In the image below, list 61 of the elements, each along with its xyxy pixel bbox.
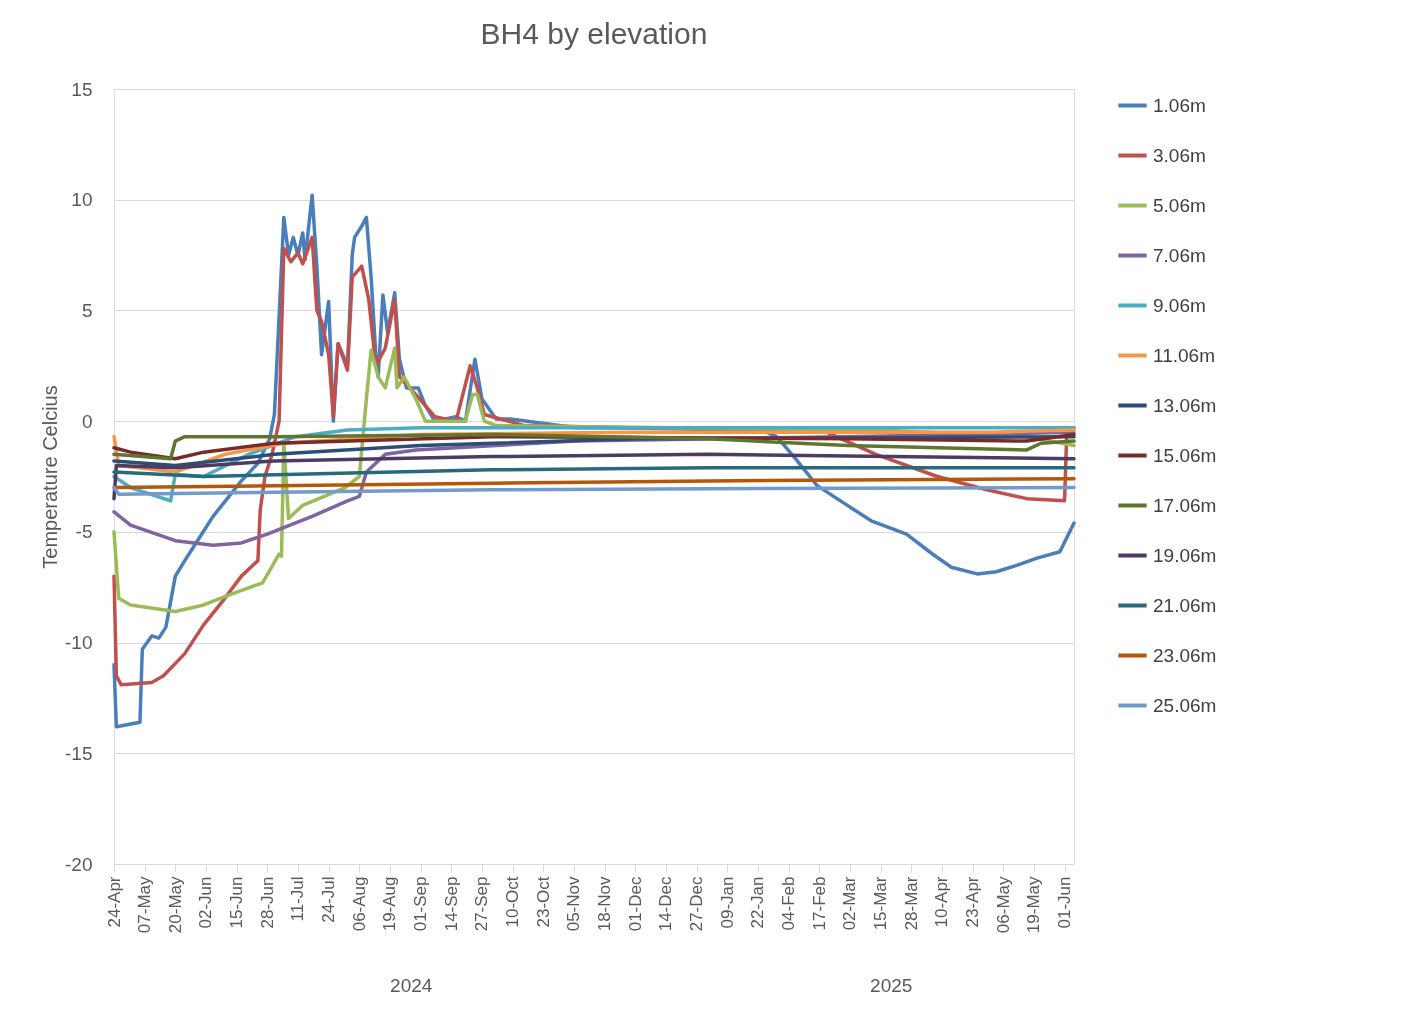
- y-tick-label: -10: [65, 632, 93, 654]
- legend-label: 19.06m: [1153, 544, 1217, 566]
- x-tick-label: 09-Jan: [717, 876, 737, 929]
- legend-label: 9.06m: [1153, 294, 1206, 316]
- line-series: [112, 452, 1076, 501]
- x-tick-label: 01-Dec: [625, 876, 645, 932]
- x-tick-label: 15-Mar: [871, 876, 891, 931]
- line-series: [112, 485, 1076, 496]
- y-tick-label: -15: [65, 742, 93, 764]
- y-tick-label: 0: [81, 410, 93, 432]
- x-tick-label: 27-Sep: [472, 876, 492, 932]
- y-tick-label: -5: [75, 521, 93, 543]
- x-tick-label: 11-Jul: [288, 876, 308, 922]
- x-tick-label: 19-May: [1024, 876, 1044, 934]
- legend-label: 7.06m: [1153, 244, 1206, 266]
- x-tick-label: 23-Oct: [533, 876, 553, 928]
- x-tick-label: 06-Aug: [349, 876, 369, 932]
- x-tick-label: 04-Feb: [779, 876, 799, 931]
- legend-label: 13.06m: [1153, 394, 1217, 416]
- x-tick-label: 01-Jun: [1055, 876, 1075, 929]
- x-tick-label: 28-Jun: [257, 876, 277, 929]
- y-tick-label: 15: [71, 78, 93, 100]
- line-series: [112, 465, 1076, 479]
- x-tick-label: 28-Mar: [901, 876, 921, 931]
- legend-label: 21.06m: [1153, 594, 1217, 616]
- legend-label: 5.06m: [1153, 194, 1206, 216]
- x-tick-label: 14-Dec: [656, 876, 676, 932]
- text: 2024: [390, 975, 433, 996]
- y-tick-label: -20: [65, 853, 93, 875]
- legend-label: 11.06m: [1153, 344, 1215, 366]
- legend-label: 23.06m: [1153, 644, 1217, 666]
- line-series: [112, 476, 1076, 490]
- chart-title: BH4 by elevation: [480, 17, 708, 50]
- x-tick-label: 18-Nov: [595, 876, 615, 932]
- x-tick-label: 10-Oct: [503, 876, 523, 928]
- y-tick-label: 5: [81, 299, 93, 321]
- x-tick-label: 24-Apr: [104, 876, 124, 928]
- legend-label: 15.06m: [1153, 444, 1217, 466]
- x-tick-label: 24-Jul: [319, 876, 339, 923]
- x-tick-label: 06-May: [993, 876, 1013, 934]
- legend-label: 17.06m: [1153, 494, 1217, 516]
- legend-label: 25.06m: [1153, 694, 1217, 716]
- x-tick-label: 23-Apr: [963, 876, 983, 928]
- x-tick-label: 01-Sep: [411, 876, 431, 932]
- x-tick-label: 27-Dec: [687, 876, 707, 932]
- x-tick-label: 02-Jun: [196, 876, 216, 929]
- y-axis-title: Temperature Celcius: [39, 385, 62, 569]
- x-tick-label: 05-Nov: [564, 876, 584, 932]
- x-tick-label: 10-Apr: [932, 876, 952, 928]
- x-tick-label: 02-Mar: [840, 876, 860, 931]
- x-tick-label: 07-May: [135, 876, 155, 934]
- x-tick-label: 20-May: [165, 876, 185, 934]
- x-tick-label: 15-Jun: [227, 876, 247, 929]
- text: 2025: [870, 975, 913, 996]
- legend-label: 3.06m: [1153, 144, 1206, 166]
- legend-label: 1.06m: [1153, 94, 1206, 116]
- x-tick-label: 19-Aug: [380, 876, 400, 932]
- x-tick-label: 17-Feb: [809, 876, 829, 931]
- y-tick-label: 10: [71, 189, 93, 211]
- x-tick-label: 22-Jan: [748, 876, 768, 929]
- x-tick-label: 14-Sep: [441, 876, 461, 932]
